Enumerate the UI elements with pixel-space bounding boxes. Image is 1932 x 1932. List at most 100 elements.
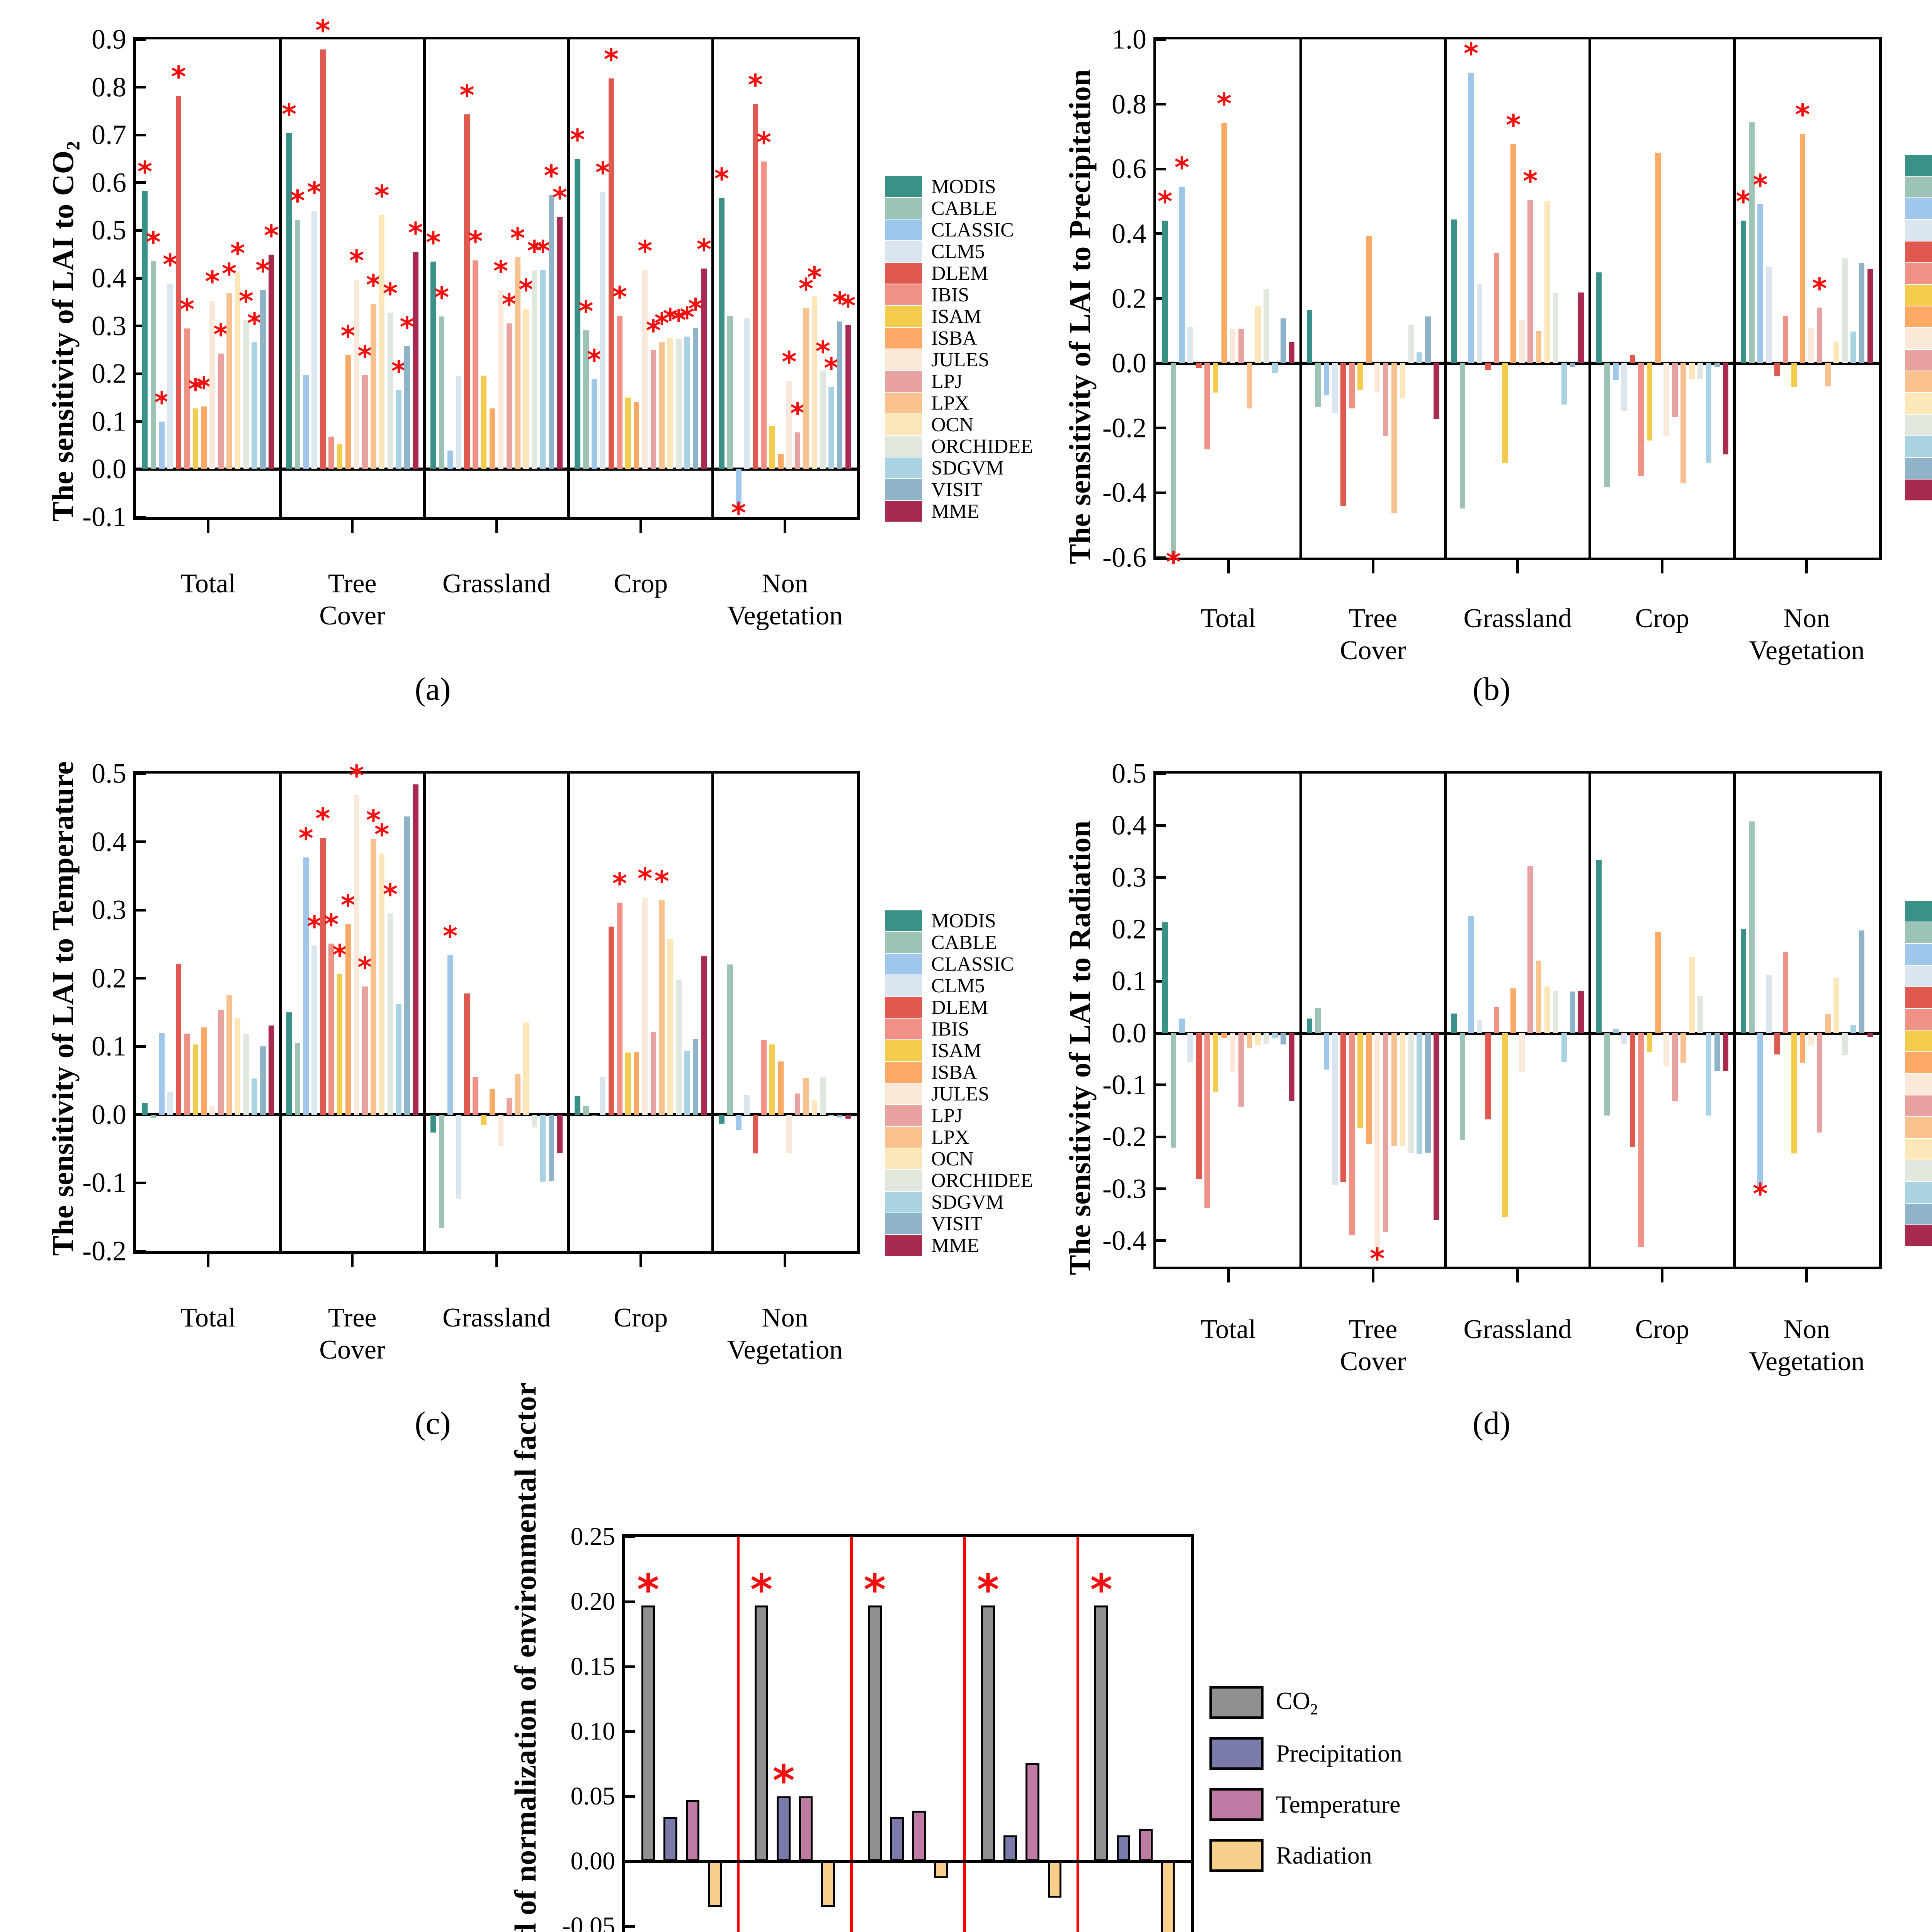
bar: [1561, 363, 1567, 405]
x-axis-category-label: Tree Cover: [319, 569, 386, 631]
y-axis-tick: [136, 420, 146, 423]
legend-color-swatch: [1209, 1737, 1264, 1770]
legend-color-swatch: [1905, 242, 1932, 262]
bar: [1561, 1033, 1567, 1062]
y-axis-tick: [136, 181, 146, 184]
significance-star: *: [340, 889, 356, 922]
bar: [912, 1810, 926, 1861]
bar: [218, 1009, 224, 1115]
bar: [1867, 269, 1873, 364]
legend-item: MME: [885, 1234, 1033, 1257]
bar: [667, 338, 673, 469]
bar: [1179, 1018, 1185, 1033]
legend-color-swatch: [885, 457, 922, 478]
y-axis-tick-label: 1.0: [1112, 24, 1146, 55]
significance-star: *: [391, 355, 406, 388]
bar: [1374, 1033, 1380, 1253]
bar: [439, 316, 445, 469]
bar: [447, 955, 453, 1115]
y-axis-tick-label: 0.2: [1112, 283, 1146, 314]
legend-color-swatch: [1905, 415, 1932, 435]
legend-color-swatch: [885, 349, 922, 370]
bar: [1646, 363, 1653, 441]
bar: [464, 993, 470, 1115]
bar: [1289, 342, 1295, 364]
bar: [1689, 957, 1695, 1033]
bar: [719, 198, 724, 469]
legend-label: VISIT: [931, 1213, 983, 1235]
significance-star: *: [357, 339, 372, 373]
bar: [684, 336, 690, 469]
bar: [1519, 1033, 1525, 1072]
bar: [1850, 331, 1856, 364]
bar: [1468, 73, 1474, 364]
bar: [1485, 363, 1491, 370]
y-axis-tick: [1156, 1187, 1166, 1190]
bar: [1638, 1033, 1644, 1248]
legend-label: OCN: [931, 413, 974, 436]
bar: [591, 379, 597, 469]
legend-label: MME: [931, 500, 980, 522]
bar: [803, 1078, 809, 1115]
legend-item: LPX: [1905, 371, 1932, 393]
bar: [1757, 1033, 1763, 1189]
bar: [1094, 1605, 1108, 1861]
bar: [1502, 1033, 1508, 1218]
legend-label: MME: [931, 1234, 980, 1257]
legend-label: VISIT: [931, 478, 983, 501]
bar: [1723, 363, 1729, 454]
bar: [481, 1114, 487, 1125]
significance-star: *: [1090, 1565, 1112, 1615]
y-axis-tick: [1156, 297, 1166, 300]
bar: [634, 402, 639, 469]
legend-item: MME: [885, 500, 1033, 522]
legend-item: ISAM: [885, 1039, 1033, 1062]
y-axis-tick: [1156, 491, 1166, 494]
bar: [498, 1114, 504, 1146]
significance-star: *: [374, 818, 389, 851]
zero-axis-line: [136, 468, 857, 471]
bar: [523, 1022, 529, 1115]
significance-star: *: [230, 237, 245, 270]
bar: [1749, 122, 1755, 364]
bar: [799, 1796, 813, 1861]
legend-color-swatch: [885, 1213, 922, 1234]
bar: [1306, 1018, 1313, 1033]
y-axis-tick: [136, 772, 146, 775]
significance-star: *: [357, 951, 372, 984]
bar: [1672, 1033, 1678, 1101]
significance-star: *: [425, 226, 441, 259]
bar: [243, 1033, 249, 1115]
bar: [243, 320, 249, 469]
legend-item: Temperature: [1209, 1779, 1402, 1830]
x-axis-tick: [639, 1252, 642, 1267]
bar: [209, 1105, 215, 1115]
significance-star: *: [213, 318, 228, 352]
bar: [820, 370, 826, 469]
legend-color-swatch: [885, 910, 922, 931]
y-axis-tick-label: 0.00: [570, 1847, 616, 1875]
bar: [981, 1605, 995, 1861]
panel-d-lai-sensitivity-radiation: The sensitivity of LAI to Radiation * * -0.…: [1005, 734, 1932, 1468]
legend-label: LPJ: [931, 370, 963, 393]
y-axis-tick: [136, 515, 146, 519]
bar: [736, 1114, 742, 1130]
significance-star: *: [205, 265, 220, 299]
bar: [1460, 1033, 1466, 1140]
y-axis-tick-label: 0.6: [1112, 153, 1146, 184]
significance-star: *: [383, 878, 398, 911]
bar: [659, 900, 665, 1115]
bar: [1766, 975, 1772, 1033]
legend-item: LPX: [885, 1126, 1033, 1148]
bar: [1221, 123, 1227, 364]
legend-item: IBIS: [1905, 1009, 1932, 1030]
bar: [1714, 363, 1720, 367]
legend-item: OCN: [1905, 393, 1932, 414]
group-separator: [1733, 39, 1736, 558]
legend-label: IBIS: [931, 1018, 969, 1040]
y-axis-tick: [1156, 427, 1166, 430]
y-axis-tick: [136, 86, 146, 89]
legend-label: ISAM: [931, 1039, 982, 1062]
legend-color-swatch: [885, 1019, 922, 1039]
